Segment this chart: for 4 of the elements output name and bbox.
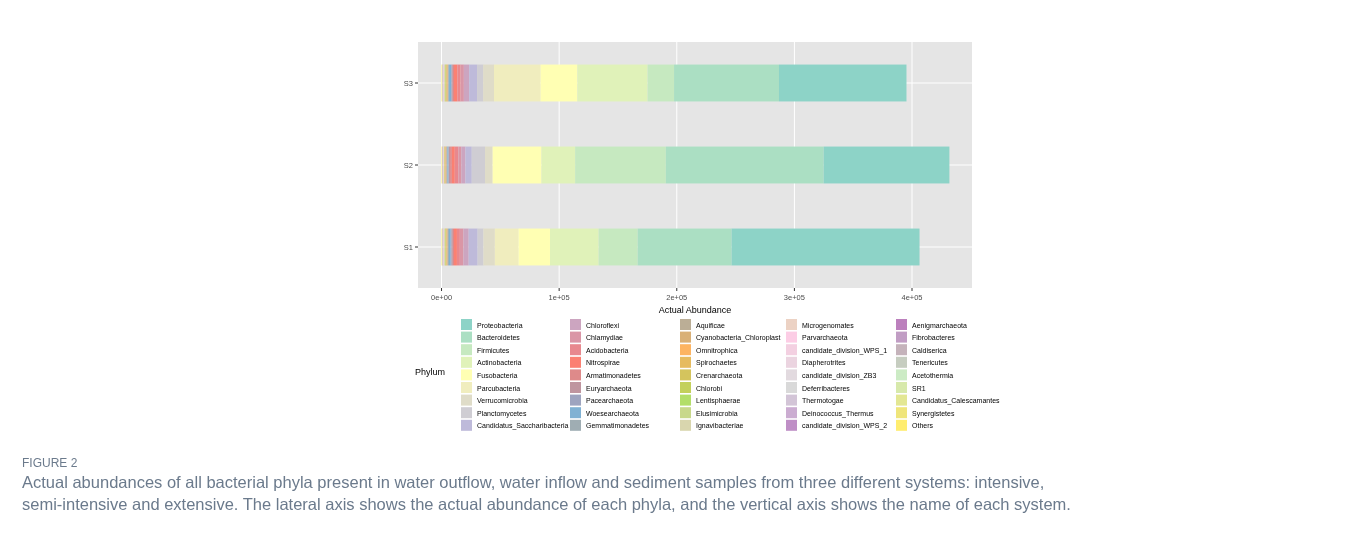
x-axis-title: Actual Abundance: [658, 305, 732, 315]
text: Actual abundances of all bacterial phyla present in water outflow, water inflow and sediment samples from three different systems: intensive, semi-intensive and extensive. The lateral axis shows the actual abundance of each phyla, and the vertical axis shows the name of each system.: [22, 473, 1071, 513]
caption: FIGURE 2: [22, 456, 78, 470]
legend-title: Phylum: [415, 367, 446, 377]
